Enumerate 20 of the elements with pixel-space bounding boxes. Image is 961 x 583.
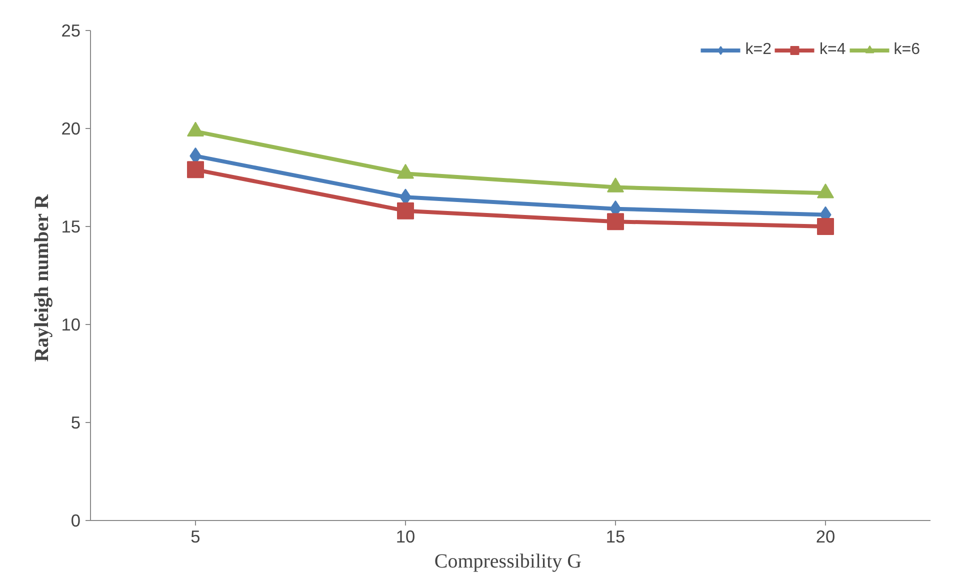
legend-label: k=4 <box>820 41 846 59</box>
y-tick-label: 25 <box>61 20 81 40</box>
y-tick-label: 10 <box>61 314 81 334</box>
legend-label: k=6 <box>894 41 920 59</box>
x-axis-title: Compressibility G <box>434 550 582 572</box>
y-tick-label: 15 <box>61 216 81 236</box>
y-tick-label: 20 <box>61 118 81 138</box>
legend-label: k=2 <box>745 41 772 59</box>
y-tick-label: 0 <box>70 510 81 530</box>
point <box>187 161 204 178</box>
x-tick-label: 20 <box>816 526 836 546</box>
x-tick-label: 15 <box>606 526 626 546</box>
y-axis-title: Rayleigh number R <box>31 194 54 362</box>
point <box>397 202 414 220</box>
y-tick-label: 5 <box>70 412 81 432</box>
point <box>187 122 204 137</box>
x-tick-label: 10 <box>396 526 416 546</box>
point <box>607 213 624 230</box>
x-tick-label: 5 <box>190 526 200 546</box>
point <box>817 218 834 235</box>
